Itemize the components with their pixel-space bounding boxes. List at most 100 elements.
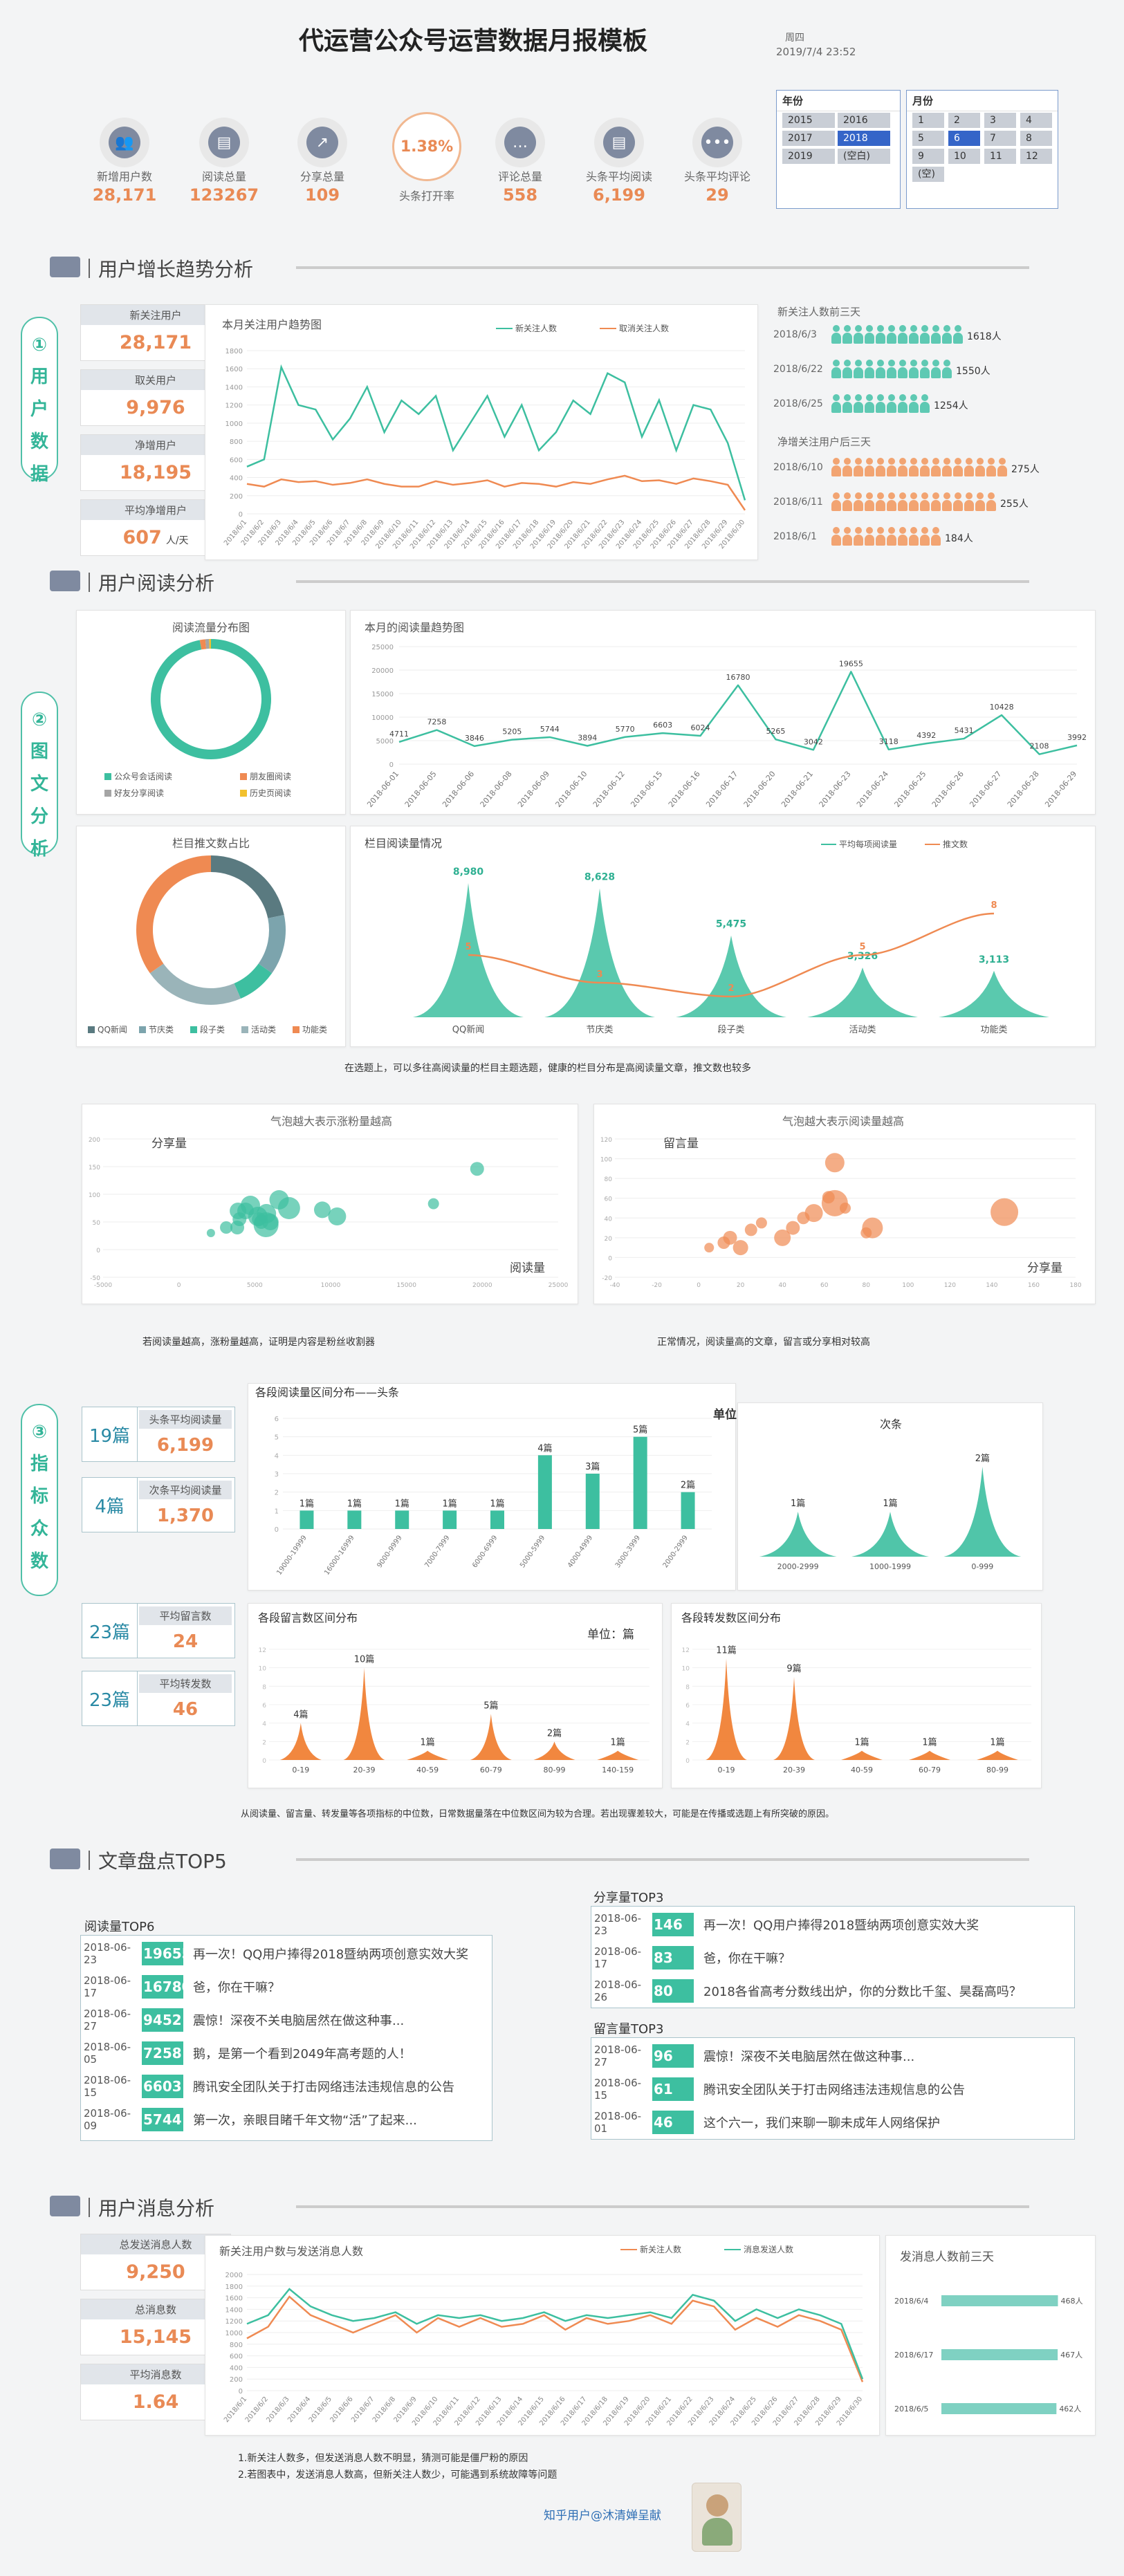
person-icon (942, 458, 952, 477)
x-tick: 2018-06-01 (365, 770, 400, 809)
y-tick: 15000 (371, 691, 394, 698)
year-slicer-title: 年份 (777, 91, 900, 111)
bar (490, 1510, 504, 1529)
y-tick: 25000 (371, 644, 394, 651)
year-option-2015[interactable]: 2015 (782, 113, 835, 128)
table-row[interactable]: 2018-06-17 83 爸，你在干嘛？ (591, 1943, 791, 1973)
row-title[interactable]: 鹅，是第一个看到2049年高考题的人！ (193, 2047, 412, 2061)
row-title[interactable]: 这个六一，我们来聊一聊未成年人网络保护 (703, 2116, 940, 2131)
x-tick: 2018-06-26 (930, 770, 966, 809)
month-option-1[interactable]: 1 (912, 113, 944, 128)
table-row[interactable]: 2018-06-23 19655 再一次！QQ用户捧得2018暨纳两项创意实效大奖 (81, 1938, 468, 1969)
row-title[interactable]: 爸，你在干嘛？ (193, 1981, 280, 1995)
row-date: 2018-06-27 (84, 2008, 131, 2032)
table-row[interactable]: 2018-06-23 146 再一次！QQ用户捧得2018暨纳两项创意实效大奖 (591, 1909, 979, 1940)
y-tick: 800 (230, 2342, 243, 2349)
sec5-note1: 1.新关注人数多，但发送消息人数不明显，猜测可能是僵尸粉的原因 (238, 2453, 528, 2464)
person-icon (942, 492, 952, 512)
year-option-(空白)[interactable]: (空白) (838, 149, 890, 164)
pill-char: 用 (30, 367, 48, 387)
year-option-2018[interactable]: 2018 (838, 131, 890, 146)
row-title[interactable]: 再一次！QQ用户捧得2018暨纳两项创意实效大奖 (193, 1947, 469, 1962)
row-title[interactable]: 爸，你在干嘛？ (703, 1952, 791, 1966)
row-title[interactable]: 2018各省高考分数线出炉，你的分数比千玺、昊磊高吗？ (703, 1985, 1022, 1999)
row-title[interactable]: 腾讯安全团队关于打击网络违法违规信息的公告 (703, 2083, 965, 2097)
row-title[interactable]: 再一次！QQ用户捧得2018暨纳两项创意实效大奖 (703, 1918, 979, 1933)
row-date: 2018-06-15 (84, 2074, 131, 2099)
month-slicer[interactable]: 月份 1 2 3 4 5 6 7 8 9 10 11 12 (空) (906, 90, 1058, 209)
x-tick: 80-99 (986, 1766, 1008, 1775)
legend-label: 功能类 (302, 1025, 327, 1035)
y-tick: 2 (685, 1739, 690, 1746)
count-label: 8 (991, 900, 997, 911)
x-tick: 15000 (396, 1282, 416, 1289)
y-tick: 3 (275, 1471, 279, 1479)
metric-value: 6,199 (156, 1435, 214, 1456)
datetime: 2019/7/4 23:52 (776, 46, 856, 58)
count-label: 2 (728, 983, 734, 994)
table-row[interactable]: 2018-06-26 80 2018各省高考分数线出炉，你的分数比千玺、昊磊高吗？ (591, 1976, 1022, 2006)
data-label: 3,113 (979, 954, 1009, 965)
top-day-date: 2018/6/1 (773, 531, 817, 542)
month-option-3[interactable]: 3 (984, 113, 1016, 128)
month-option-4[interactable]: 4 (1020, 113, 1052, 128)
year-option-2016[interactable]: 2016 (838, 113, 890, 128)
y-tick: 50 (93, 1220, 101, 1227)
year-option-2019[interactable]: 2019 (782, 149, 835, 164)
row-title[interactable]: 震惊！深夜不关电脑居然在做这种事... (193, 2014, 405, 2028)
month-option-8[interactable]: 8 (1020, 131, 1052, 146)
y-tick: 20000 (371, 667, 394, 675)
data-label: 1篇 (883, 1499, 897, 1509)
legend-label: QQ新闻 (98, 1024, 127, 1035)
kpi-value: 28,171 (92, 185, 157, 205)
spike (597, 1750, 639, 1760)
month-option-10[interactable]: 10 (948, 149, 980, 164)
bubble (744, 1223, 757, 1236)
data-label: 468人 (1060, 2297, 1082, 2306)
table-row[interactable]: 2018-06-27 9452 震惊！深夜不关电脑居然在做这种事... (81, 2005, 404, 2035)
month-option-7[interactable]: 7 (984, 131, 1016, 146)
data-label: 5744 (540, 725, 560, 734)
y-tick: 0 (262, 1758, 266, 1765)
table-row[interactable]: 2018-06-15 61 腾讯安全团队关于打击网络违法违规信息的公告 (591, 2074, 965, 2104)
bubble (804, 1204, 823, 1223)
row-value: 5744 (142, 2108, 183, 2131)
month-option-2[interactable]: 2 (948, 113, 980, 128)
year-slicer[interactable]: 年份 2015 2016 2017 2018 2019 (空白) (776, 90, 901, 209)
table-row[interactable]: 2018-06-09 5744 第一次，亲眼目睹千年文物“活”了起来... (81, 2104, 417, 2135)
pill-char: 指 (30, 1454, 48, 1474)
legend-swatch (139, 1026, 146, 1033)
count-label: 5 (859, 942, 865, 952)
top-day-date: 2018/6/11 (773, 497, 823, 508)
month-option-5[interactable]: 5 (912, 131, 944, 146)
month-option-6[interactable]: 6 (948, 131, 980, 146)
kpi-label: 分享总量 (300, 170, 344, 183)
x-tick: 2018-06-21 (780, 770, 815, 809)
row-title[interactable]: 腾讯安全团队关于打击网络违法违规信息的公告 (193, 2080, 454, 2095)
x-tick: 6000-6999 (471, 1534, 499, 1569)
year-option-2017[interactable]: 2017 (782, 131, 835, 146)
month-option-12[interactable]: 12 (1020, 149, 1052, 164)
table-row[interactable]: 2018-06-27 96 震惊！深夜不关电脑居然在做这种事... (591, 2041, 914, 2071)
x-tick: 0-19 (718, 1766, 735, 1775)
x-tick: 2018-06-28 (1006, 770, 1041, 809)
chart-title: 阅读流量分布图 (172, 621, 250, 634)
month-option-11[interactable]: 11 (984, 149, 1016, 164)
spike (773, 1677, 815, 1760)
table-row[interactable]: 2018-06-01 46 这个六一，我们来聊一聊未成年人网络保护 (591, 2107, 940, 2138)
table-row[interactable]: 2018-06-17 16780 爸，你在干嘛？ (81, 1972, 280, 2002)
month-option-9[interactable]: 9 (912, 149, 944, 164)
month-option-(空)[interactable]: (空) (912, 167, 944, 182)
row-title[interactable]: 第一次，亲眼目睹千年文物“活”了起来... (193, 2113, 417, 2128)
bubble (704, 1243, 715, 1253)
table-row[interactable]: 2018-06-05 7258 鹅，是第一个看到2049年高考题的人！ (81, 2038, 412, 2068)
x-tick: 2018-06-10 (553, 770, 589, 809)
table-row[interactable]: 2018-06-15 6603 腾讯安全团队关于打击网络违法违规信息的公告 (81, 2071, 454, 2102)
person-icon (986, 492, 996, 512)
pill-char: 众 (30, 1519, 48, 1539)
row-title[interactable]: 震惊！深夜不关电脑居然在做这种事... (703, 2050, 915, 2064)
data-label: 3042 (804, 737, 823, 746)
kpi-label: 头条平均评论 (683, 170, 750, 183)
person-icon (898, 394, 908, 414)
x-tick: QQ新闻 (452, 1024, 484, 1035)
